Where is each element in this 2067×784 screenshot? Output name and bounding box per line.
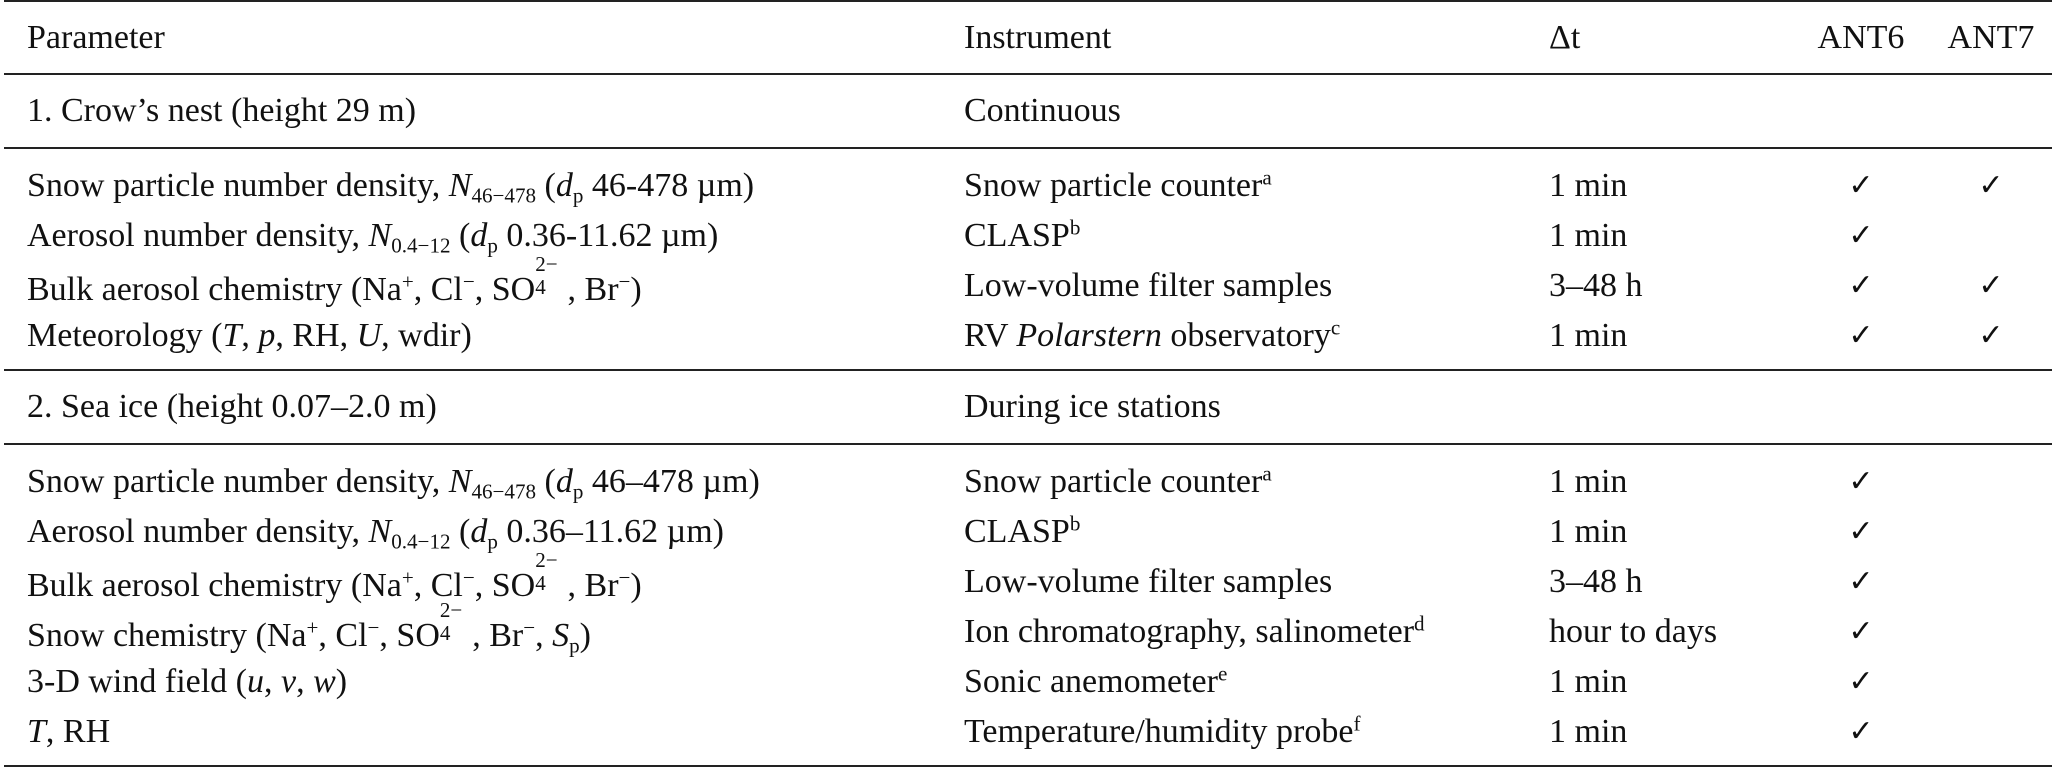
parameter-cell: T, RH [4,707,964,767]
dt-cell: hour to days [1549,613,1718,650]
ant7-check [1930,444,2052,507]
ant7-check [1930,657,2052,707]
ant7-check: ✓ [1978,268,2004,303]
table-row: Aerosol number density, N0.4−12 (dp 0.36… [4,507,2052,557]
table-row: Bulk aerosol chemistry (Na+, Cl−, SO 2− 4,… [4,547,2052,607]
section-mode: During ice stations [964,369,1549,445]
dt-cell: 1 min [1549,513,1628,550]
parameter-cell: Aerosol number density, N0.4−12 (dp 0.36… [27,217,719,258]
dt-cell: 1 min [1549,217,1628,254]
ant7-check: ✓ [1978,318,2004,353]
header-parameter: Parameter [4,0,964,75]
instrument-table: Parameter Instrument Δt ANT6 ANT7 1. Cro… [4,0,2052,767]
table-row: Meteorology (T, p, RH, U, wdir) RV Polar… [4,311,2052,370]
table-row: 3-D wind field (u, v, w) Sonic anemomete… [4,657,2052,707]
header-instrument: Instrument [964,0,1549,75]
section-header-row: 2. Sea ice (height 0.07–2.0 m) During ic… [4,369,2052,445]
parameter-cell: Meteorology (T, p, RH, U, wdir) [27,317,472,354]
ant7-check [1930,557,2052,607]
ant6-check: ✓ [1848,218,1874,253]
table-row: Aerosol number density, N0.4−12 (dp 0.36… [4,211,2052,261]
table-row: Snow particle number density, N46−478 (d… [4,444,2052,507]
instrument-cell: Snow particle countera [964,461,1272,500]
instrument-cell: Low-volume filter samples [964,267,1333,304]
header-dt-label: Δt [1549,18,1581,56]
parameter-cell: Bulk aerosol chemistry (Na+, Cl−, SO 2− 4,… [27,547,642,604]
parameter-cell: Aerosol number density, N0.4−12 (dp 0.36… [27,513,725,554]
parameter-cell: Bulk aerosol chemistry (Na+, Cl−, SO 2− 4,… [27,251,642,308]
dt-cell: 1 min [1549,167,1628,204]
ant7-check [1930,707,2052,767]
dt-cell: 3–48 h [1549,267,1643,304]
parameter-cell: Snow particle number density, N46−478 (d… [27,167,755,208]
instrument-cell: RV Polarstern observatoryc [964,315,1341,354]
table-row: Snow chemistry (Na+, Cl−, SO 2− 4, Br−, Sp… [4,597,2052,658]
table-header-row: Parameter Instrument Δt ANT6 ANT7 [4,0,2052,75]
section-title: 1. Crow’s nest (height 29 m) [4,74,964,149]
dt-cell: 1 min [1549,317,1628,354]
instrument-cell: Snow particle countera [964,165,1272,204]
instrument-cell: Low-volume filter samples [964,563,1333,600]
dt-cell: 3–48 h [1549,563,1643,600]
header-ant7: ANT7 [1930,0,2052,75]
dt-cell: 1 min [1549,707,1792,767]
ant6-check: ✓ [1848,464,1874,499]
ant6-check: ✓ [1848,268,1874,303]
parameter-cell: 3-D wind field (u, v, w) [27,663,348,700]
instrument-cell: Sonic anemometere [964,661,1228,700]
table-row: T, RH Temperature/humidity probef 1 min … [4,707,2052,767]
ant7-check [1930,211,2052,261]
ant6-check: ✓ [1848,564,1874,599]
section-header-row: 1. Crow’s nest (height 29 m) Continuous [4,74,2052,149]
ant7-check [1930,507,2052,557]
ant7-check: ✓ [1978,168,2004,203]
section-mode: Continuous [964,74,1549,149]
instrument-table-container: Parameter Instrument Δt ANT6 ANT7 1. Cro… [4,0,2052,767]
table-row: Bulk aerosol chemistry (Na+, Cl−, SO 2− 4,… [4,251,2052,311]
parameter-cell: Snow particle number density, N46−478 (d… [27,463,760,504]
section-title: 2. Sea ice (height 0.07–2.0 m) [4,369,964,445]
ant6-check: ✓ [1848,168,1874,203]
instrument-cell: Ion chromatography, salinometerd [964,611,1425,650]
header-dt: Δt [1549,0,1792,75]
instrument-cell: CLASPb [964,511,1081,550]
parameter-cell: Snow chemistry (Na+, Cl−, SO 2− 4, Br−, Sp… [27,597,591,658]
ant7-check [1930,607,2052,657]
dt-cell: 1 min [1549,663,1628,700]
instrument-cell: CLASPb [964,215,1081,254]
ant6-check: ✓ [1848,318,1874,353]
dt-cell: 1 min [1549,463,1628,500]
ant6-check: ✓ [1848,664,1874,699]
header-ant6: ANT6 [1792,0,1930,75]
ant6-check: ✓ [1848,514,1874,549]
ant6-check: ✓ [1848,614,1874,649]
table-row: Snow particle number density, N46−478 (d… [4,148,2052,211]
ant6-check: ✓ [1792,707,1930,767]
instrument-cell: Temperature/humidity probef [964,707,1549,767]
